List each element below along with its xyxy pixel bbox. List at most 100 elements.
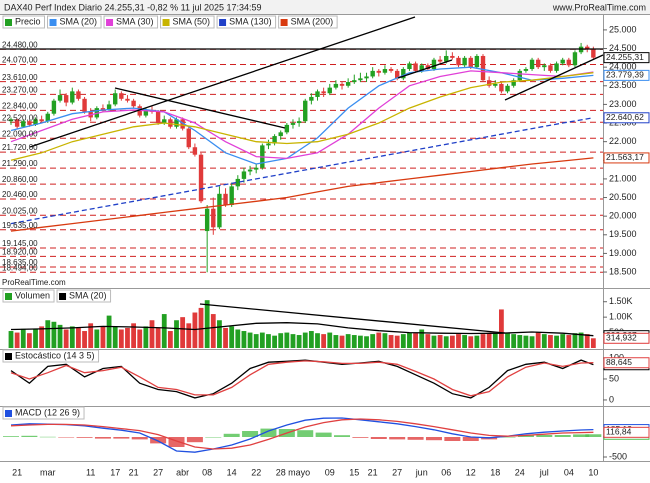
legend-item: Precio	[2, 15, 46, 29]
candle-body	[456, 57, 461, 66]
x-tick-label: 22	[251, 467, 261, 477]
candle-body	[284, 124, 290, 133]
candle-body	[585, 46, 590, 49]
bar	[315, 333, 320, 348]
bar	[339, 335, 345, 348]
candle-body	[131, 100, 136, 107]
bar	[149, 320, 155, 348]
candle-body	[296, 121, 302, 124]
candle-body	[480, 55, 486, 81]
candle-body	[106, 104, 112, 110]
histogram-bar	[462, 437, 479, 441]
candle-body	[315, 91, 320, 97]
candle-body	[407, 63, 412, 70]
legend-box	[216, 15, 277, 29]
x-tick-label: 17	[110, 467, 120, 477]
line-series	[10, 359, 594, 399]
candle-body	[511, 80, 516, 86]
candle-body	[82, 98, 87, 112]
histogram-bar	[352, 437, 369, 438]
bar	[431, 335, 437, 348]
bar	[63, 329, 69, 348]
y-tick-label: 23.500	[609, 80, 637, 90]
candle-body	[523, 69, 529, 71]
bar	[394, 335, 400, 348]
bar	[76, 327, 81, 348]
bar	[296, 335, 302, 348]
candle-body	[486, 80, 492, 86]
candle-body	[376, 70, 381, 73]
candle-body	[394, 70, 400, 79]
candle-body	[241, 171, 247, 179]
bar	[259, 332, 265, 348]
candle-body	[591, 48, 596, 58]
bar	[8, 331, 14, 348]
legend-label: MACD (12 26 9)	[15, 407, 80, 417]
bar	[590, 338, 596, 348]
x-tick-label: jun	[415, 467, 428, 477]
histogram-bar	[517, 435, 534, 437]
x-tick-label: 21	[129, 467, 139, 477]
bar	[560, 334, 566, 348]
candle-body	[27, 121, 32, 125]
level-label: 20.460,00	[2, 190, 38, 199]
candle-body	[401, 69, 406, 79]
x-tick-label: 21	[12, 467, 22, 477]
histogram-bar	[260, 428, 277, 437]
level-label: 18.635,00	[2, 258, 38, 267]
candle-body	[198, 154, 204, 202]
candle-body	[560, 59, 565, 64]
histogram-bar	[573, 434, 590, 437]
candle-body	[572, 52, 578, 66]
bar	[351, 335, 357, 348]
candle-body	[125, 98, 130, 101]
legend-item: SMA (200)	[278, 15, 338, 29]
candle-body	[33, 119, 38, 125]
trendlines	[0, 16, 604, 334]
candle-body	[100, 108, 106, 110]
legend-label: SMA (20)	[60, 16, 98, 26]
candle-body	[548, 65, 553, 71]
x-tick-label: 27	[392, 467, 402, 477]
candle-body	[180, 119, 185, 129]
level-label: 19.635,00	[2, 221, 38, 230]
x-tick-label: 09	[325, 467, 335, 477]
candle-body	[499, 83, 504, 92]
x-tick-label: 08	[202, 467, 212, 477]
histogram-bar	[444, 437, 461, 441]
legend-item: SMA (20)	[47, 15, 102, 29]
bar	[235, 329, 241, 348]
histogram-bar	[76, 437, 93, 438]
histogram-bar	[186, 437, 203, 443]
bar	[388, 335, 394, 348]
value-box	[603, 52, 650, 64]
candle-body	[462, 57, 467, 66]
candle-body	[529, 59, 535, 70]
candle-body	[505, 85, 510, 92]
legend-swatch	[5, 410, 12, 417]
candle-body	[45, 113, 50, 122]
level-label: 23.270,00	[2, 85, 38, 94]
value-box-label: 116,84	[606, 427, 632, 437]
legend-label: Volumen	[15, 290, 50, 300]
level-label: 22.840,00	[2, 101, 38, 110]
candle-body	[235, 178, 241, 187]
bar	[425, 334, 431, 348]
x-tick-label: 15	[349, 467, 359, 477]
candle-body	[113, 93, 118, 105]
bar	[505, 332, 510, 348]
candle-body	[566, 59, 572, 66]
y-tick-label: 22.000	[609, 136, 637, 146]
chart-title: DAX40 Perf Index Diario 24.255,31 -0,82 …	[4, 2, 262, 12]
level-label: 18.920,00	[2, 248, 38, 257]
level-label: 22.090,00	[2, 129, 38, 138]
histogram-bar	[242, 431, 259, 437]
legend-box	[2, 406, 85, 420]
bar	[517, 335, 523, 348]
bar	[272, 335, 277, 348]
candle-body	[204, 208, 210, 232]
bar	[302, 332, 308, 348]
histogram-bar	[150, 437, 167, 444]
candle-body	[345, 82, 351, 86]
